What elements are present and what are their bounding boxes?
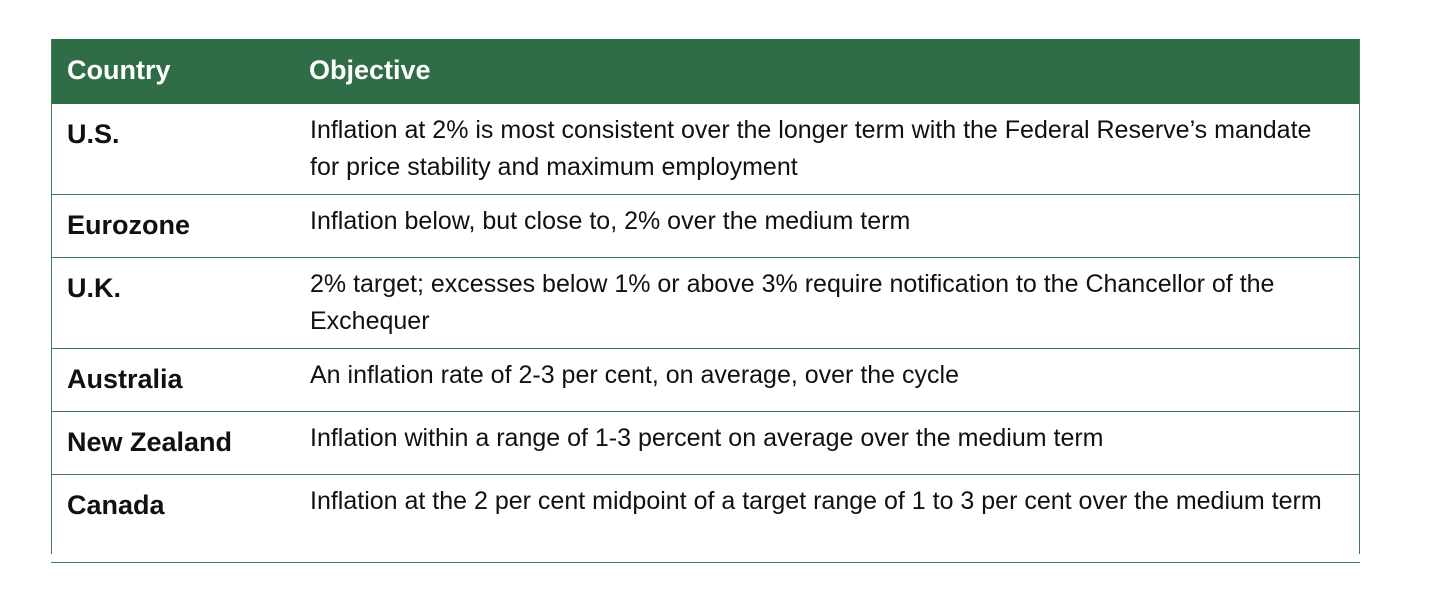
table-row: U.K. 2% target; excesses below 1% or abo… [51, 257, 1360, 349]
objective-cell: Inflation below, but close to, 2% over t… [293, 194, 1360, 258]
header-country: Country [51, 39, 293, 104]
header-objective: Objective [293, 39, 1360, 104]
inflation-objectives-table: Country Objective U.S. Inflation at 2% i… [51, 39, 1360, 563]
country-cell: Canada [51, 474, 293, 563]
objective-cell: Inflation within a range of 1-3 percent … [293, 411, 1360, 475]
objective-cell: An inflation rate of 2-3 per cent, on av… [293, 348, 1360, 412]
country-cell: Eurozone [51, 194, 293, 258]
table-header: Country Objective [51, 39, 1360, 104]
objective-cell: Inflation at 2% is most consistent over … [293, 102, 1360, 195]
table-row: U.S. Inflation at 2% is most consistent … [51, 102, 1360, 195]
objective-cell: Inflation at the 2 per cent midpoint of … [293, 474, 1360, 563]
inflation-objectives-table-container: Country Objective U.S. Inflation at 2% i… [51, 39, 1360, 563]
table-body: U.S. Inflation at 2% is most consistent … [51, 102, 1360, 563]
header-row: Country Objective [51, 39, 1360, 104]
table-row: New Zealand Inflation within a range of … [51, 411, 1360, 475]
country-cell: Australia [51, 348, 293, 412]
objective-cell: 2% target; excesses below 1% or above 3%… [293, 257, 1360, 349]
table-row: Canada Inflation at the 2 per cent midpo… [51, 474, 1360, 563]
country-cell: U.S. [51, 102, 293, 195]
table-row: Eurozone Inflation below, but close to, … [51, 194, 1360, 258]
country-cell: New Zealand [51, 411, 293, 475]
table-row: Australia An inflation rate of 2-3 per c… [51, 348, 1360, 412]
country-cell: U.K. [51, 257, 293, 349]
